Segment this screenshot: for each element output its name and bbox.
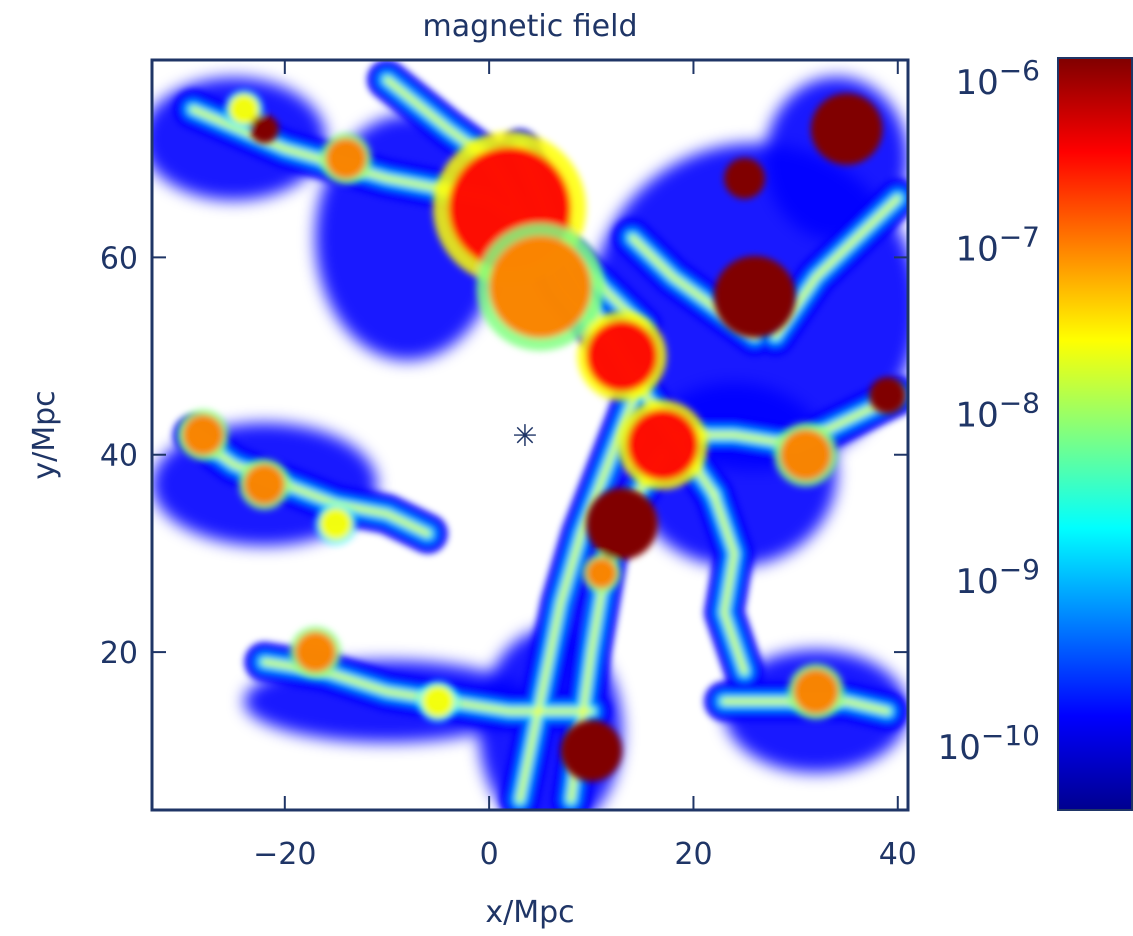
hotspot [319, 507, 353, 541]
colorbar-tick-exponent: −8 [999, 387, 1040, 420]
colorbar-tick-base: 10 [955, 229, 998, 269]
y-tick-label: 60 [100, 241, 138, 276]
x-tick-label: −20 [253, 837, 316, 872]
colorbar-tick-exponent: −6 [999, 54, 1040, 87]
saturated-region [586, 488, 658, 560]
saturated-region [560, 720, 622, 782]
colorbar-tick-base: 10 [955, 396, 998, 436]
hotspot [489, 235, 592, 339]
y-tick-label: 20 [100, 636, 138, 671]
hotspot [586, 320, 658, 392]
plot-area [152, 60, 908, 810]
colorbar-tick-exponent: −10 [981, 719, 1040, 752]
star-marker: ✳ [512, 419, 537, 454]
colorbar-tick-exponent: −7 [999, 220, 1040, 253]
x-tick-label: 0 [480, 837, 499, 872]
hotspot [421, 685, 455, 718]
hotspot [627, 409, 699, 481]
filament [190, 432, 431, 537]
saturated-region [869, 377, 906, 414]
colorbar-tick-label: 10−10 [938, 719, 1040, 768]
saturated-region [724, 157, 765, 199]
hotspot [793, 669, 839, 715]
hotspot [228, 94, 260, 125]
hotspot [295, 631, 336, 673]
filament [711, 491, 747, 675]
y-axis-label: y/Mpc [27, 390, 62, 479]
saturated-region [810, 93, 883, 165]
chart-title: magnetic field [423, 9, 638, 44]
colorbar-tick-base: 10 [955, 562, 998, 602]
hotspot [182, 414, 224, 456]
x-axis-ticks: −20 0 20 40 [253, 60, 917, 872]
colorbar-tick-label: 10−8 [955, 387, 1040, 436]
hotspot-layer [177, 90, 906, 782]
colorbar-tick-label: 10−7 [955, 220, 1040, 269]
y-tick-label: 40 [100, 439, 138, 474]
colorbar-tick-base: 10 [938, 728, 981, 768]
x-tick-label: 20 [674, 837, 712, 872]
y-axis-ticks: 20 40 60 [100, 241, 908, 671]
colorbar-tick-exponent: −9 [999, 553, 1040, 586]
colorbar-tick-label: 10−6 [955, 54, 1040, 103]
hotspot [780, 429, 832, 481]
hotspot [243, 463, 285, 505]
filament [772, 195, 901, 339]
saturated-region [713, 255, 796, 338]
x-axis-label: x/Mpc [485, 895, 574, 930]
plot-frame [150, 58, 910, 812]
x-tick-label: 40 [879, 837, 917, 872]
colorbar [1057, 57, 1133, 811]
hotspot [325, 138, 367, 180]
colorbar-tick-labels: 10−610−710−810−910−10 [938, 54, 1040, 768]
colorbar-tick-label: 10−9 [955, 553, 1040, 602]
filament [517, 373, 645, 803]
hotspot [586, 557, 617, 589]
saturated-region [250, 114, 279, 144]
colorbar-tick-base: 10 [955, 63, 998, 103]
